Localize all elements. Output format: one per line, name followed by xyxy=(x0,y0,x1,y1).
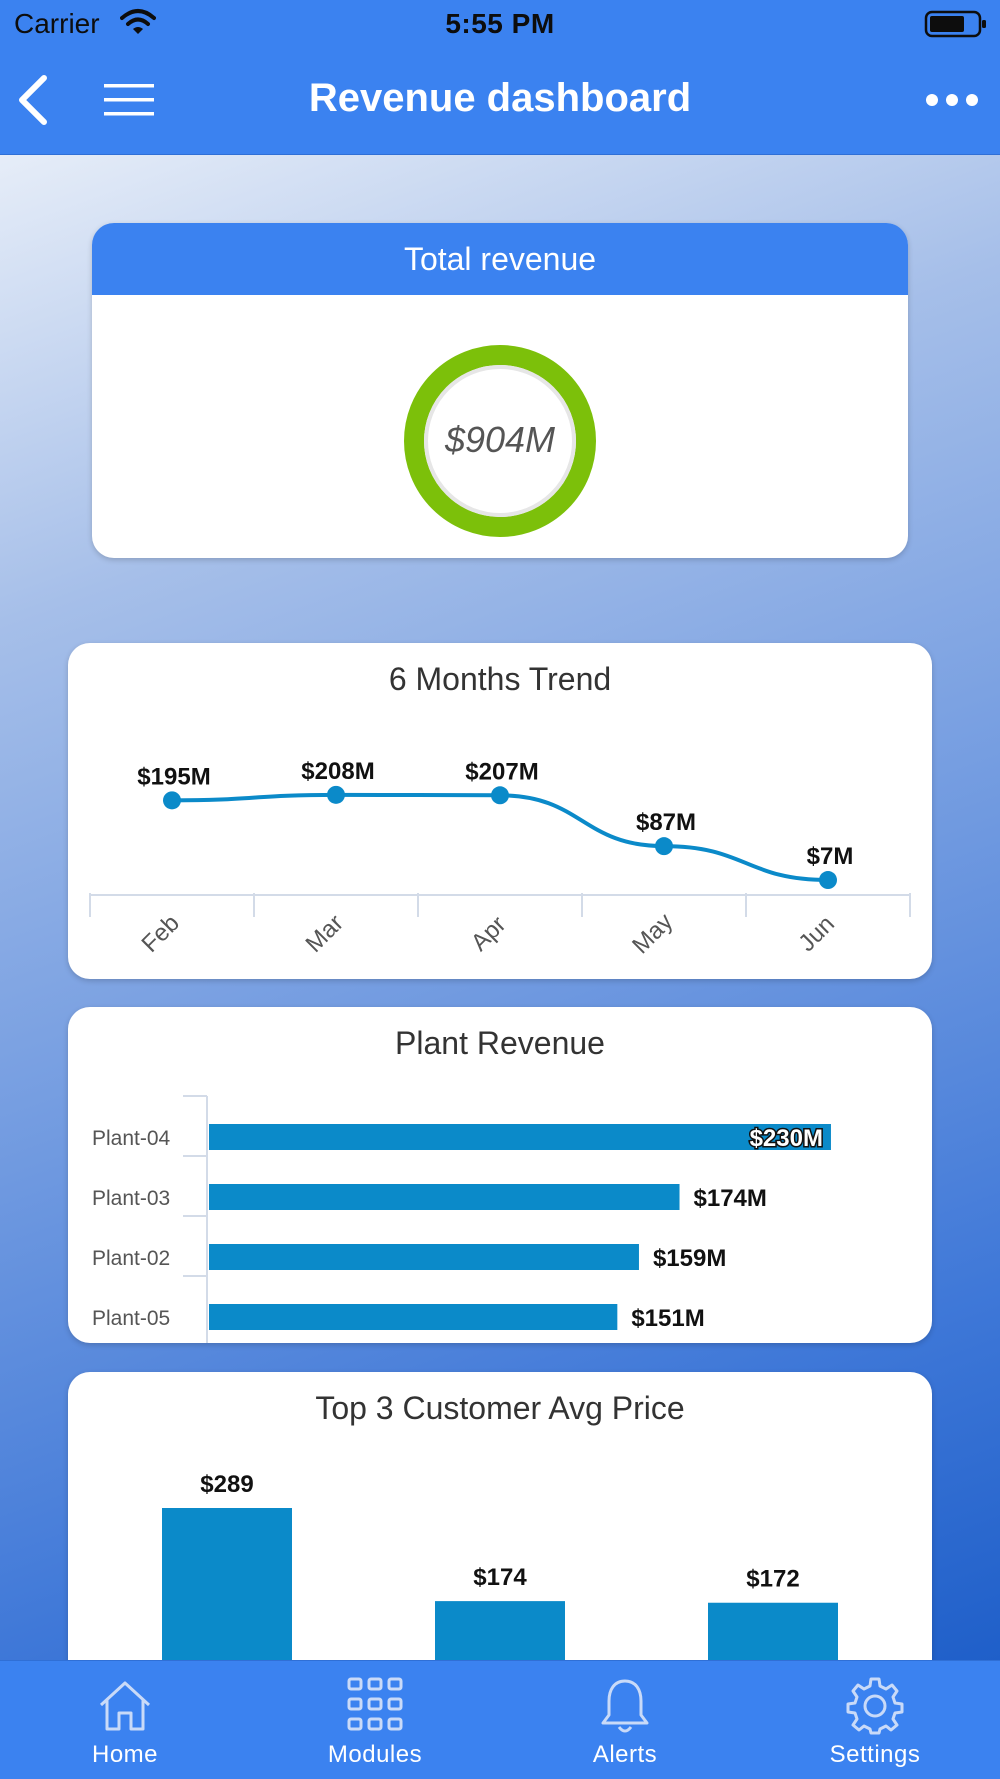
trend-point xyxy=(163,791,181,810)
bell-icon xyxy=(601,1679,649,1733)
plant-revenue-title: Plant Revenue xyxy=(395,1025,605,1061)
home-icon xyxy=(99,1681,151,1731)
tab-alerts-label: Alerts xyxy=(592,1741,658,1768)
top3-data-label: $289 xyxy=(200,1471,253,1498)
trend-x-tick-label: Mar xyxy=(301,910,349,958)
top3-bar xyxy=(708,1602,838,1660)
plant-data-label: $159M xyxy=(653,1245,726,1272)
total-revenue-title: Total revenue xyxy=(403,241,597,277)
trend-point xyxy=(327,785,345,804)
trend-chart-title: 6 Months Trend xyxy=(388,661,612,697)
top3-customer-card[interactable]: Top 3 Customer Avg Price $289 $174 $172 xyxy=(68,1372,932,1660)
tab-home-label: Home xyxy=(91,1741,159,1768)
nav-header: Revenue dashboard xyxy=(0,50,1000,155)
top3-data-label: $172 xyxy=(746,1566,799,1593)
top3-customer-title: Top 3 Customer Avg Price xyxy=(315,1390,685,1426)
dashboard-content[interactable]: Total revenue $904M 6 Months Trend $195M… xyxy=(0,155,1000,1660)
plant-bar xyxy=(209,1184,680,1210)
trend-x-tick-label: Apr xyxy=(466,911,512,957)
trend-x-tick-label: Feb xyxy=(137,910,185,958)
plant-revenue-chart: Plant-04 $230M Plant-03 $174M Plant-02 $159M P… xyxy=(92,1095,831,1343)
tab-settings[interactable]: Settings xyxy=(750,1661,1000,1779)
top3-data-label: $174 xyxy=(473,1564,527,1591)
total-revenue-ring xyxy=(404,345,596,537)
tab-alerts[interactable]: Alerts xyxy=(500,1661,750,1779)
grid-icon xyxy=(347,1677,403,1731)
total-revenue-value: $904M xyxy=(444,419,556,460)
plant-category-label: Plant-03 xyxy=(92,1187,170,1210)
total-revenue-card[interactable]: Total revenue $904M xyxy=(92,223,908,558)
status-time: 5:55 PM xyxy=(445,8,555,39)
hamburger-menu-icon xyxy=(104,84,154,116)
trend-chart: $195M Feb $208M Mar $207M Apr $87M May $7M Jun xyxy=(89,758,911,959)
back-button[interactable] xyxy=(14,70,54,130)
trend-x-tick-label: Jun xyxy=(793,910,839,956)
plant-revenue-card[interactable]: Plant Revenue Plant-04 $230M Plant-03 $174M… xyxy=(68,1007,932,1343)
trend-data-label: $207M xyxy=(465,758,538,785)
plant-data-label: $151M xyxy=(631,1305,704,1332)
plant-category-label: Plant-02 xyxy=(92,1247,170,1270)
wifi-icon xyxy=(120,8,156,41)
plant-category-label: Plant-04 xyxy=(92,1127,171,1150)
plant-data-label: $230M xyxy=(750,1125,823,1152)
total-revenue-header: Total revenue xyxy=(92,223,908,295)
trend-x-tick-label: May xyxy=(627,908,678,959)
plant-data-label: $174M xyxy=(694,1185,767,1212)
gear-icon xyxy=(846,1677,904,1735)
tab-bar: Home Modules Alerts Settings xyxy=(0,1660,1000,1779)
plant-bar xyxy=(209,1124,831,1150)
tab-modules[interactable]: Modules xyxy=(250,1661,500,1779)
page-title: Revenue dashboard xyxy=(308,76,692,120)
tab-home[interactable]: Home xyxy=(0,1661,250,1779)
trend-point xyxy=(819,871,837,890)
trend-series-line xyxy=(171,792,829,883)
top3-bar xyxy=(435,1601,565,1660)
more-button[interactable] xyxy=(924,86,980,114)
status-bar: Carrier 5:55 PM xyxy=(0,0,1000,50)
top3-bar xyxy=(162,1508,292,1660)
more-dots-icon xyxy=(926,94,978,106)
trend-chart-card[interactable]: 6 Months Trend $195M Feb $208M Mar $207M Apr $… xyxy=(68,643,932,979)
plant-bar xyxy=(209,1304,618,1330)
trend-data-label: $7M xyxy=(807,843,854,870)
tab-settings-label: Settings xyxy=(829,1741,921,1768)
plant-bar xyxy=(209,1244,639,1270)
trend-data-label: $195M xyxy=(137,763,210,790)
trend-data-label: $208M xyxy=(301,758,374,785)
back-arrow-icon xyxy=(19,75,47,125)
tab-modules-label: Modules xyxy=(327,1741,423,1768)
plant-category-label: Plant-05 xyxy=(92,1307,170,1330)
trend-point xyxy=(655,837,673,856)
trend-data-label: $87M xyxy=(636,809,696,836)
menu-button[interactable] xyxy=(102,80,156,120)
trend-point xyxy=(491,786,509,805)
carrier-label: Carrier xyxy=(14,8,100,39)
top3-customer-chart: $289 $174 $172 xyxy=(162,1471,838,1660)
battery-icon xyxy=(924,10,988,43)
